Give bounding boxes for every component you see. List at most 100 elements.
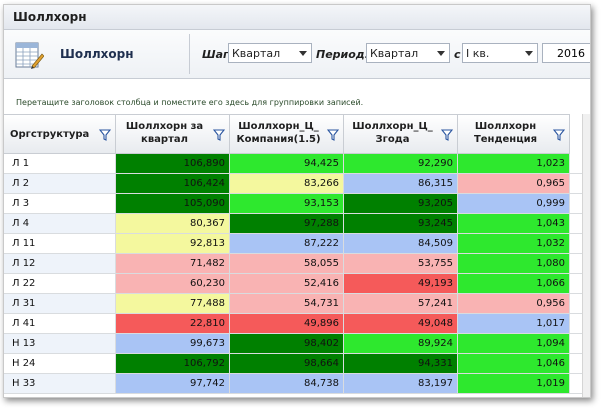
- from-quarter-select[interactable]: I кв.: [462, 43, 538, 63]
- value-cell[interactable]: 93,153: [230, 194, 344, 213]
- column-header[interactable]: Шоллхорн_Ц_ Згода: [344, 114, 458, 154]
- table-row[interactable]: Л 4 80,367 97,288 93,245 1,043: [4, 214, 590, 234]
- filter-icon[interactable]: [326, 129, 340, 141]
- group-hint: Перетащите заголовок столбца и поместите…: [16, 98, 364, 107]
- value-cell[interactable]: 0,956: [458, 294, 570, 313]
- value-cell[interactable]: 89,924: [344, 334, 458, 353]
- org-cell[interactable]: Л 31: [4, 294, 116, 313]
- value-cell[interactable]: 1,080: [458, 254, 570, 273]
- value-cell[interactable]: 57,241: [344, 294, 458, 313]
- value-cell[interactable]: 94,331: [344, 354, 458, 373]
- table-row[interactable]: Л 3 105,090 93,153 93,205 0,999: [4, 194, 590, 214]
- value-cell[interactable]: 106,792: [116, 354, 230, 373]
- value-cell[interactable]: 22,810: [116, 314, 230, 333]
- filter-icon[interactable]: [98, 129, 112, 141]
- value-cell[interactable]: 106,890: [116, 154, 230, 173]
- table-row[interactable]: Л 31 77,488 54,731 57,241 0,956: [4, 294, 590, 314]
- value-cell[interactable]: 97,742: [116, 374, 230, 393]
- cell-value: 1,046: [536, 358, 565, 369]
- value-cell[interactable]: 83,197: [344, 374, 458, 393]
- table-row[interactable]: Л 11 92,813 87,222 84,509 1,032: [4, 234, 590, 254]
- cell-value: 86,315: [418, 178, 453, 189]
- value-cell[interactable]: 87,222: [230, 234, 344, 253]
- value-cell[interactable]: 1,017: [458, 314, 570, 333]
- value-cell[interactable]: 93,245: [344, 214, 458, 233]
- value-cell[interactable]: 97,288: [230, 214, 344, 233]
- value-cell[interactable]: 92,290: [344, 154, 458, 173]
- org-cell[interactable]: Л 12: [4, 254, 116, 273]
- org-cell[interactable]: Л 11: [4, 234, 116, 253]
- group-by-area[interactable]: Перетащите заголовок столбца и поместите…: [4, 79, 590, 113]
- table-row[interactable]: Л 2 106,424 83,266 86,315 0,965: [4, 174, 590, 194]
- value-cell[interactable]: 0,965: [458, 174, 570, 193]
- org-cell[interactable]: Л 22: [4, 274, 116, 293]
- step-select[interactable]: Квартал: [228, 43, 312, 63]
- table-row[interactable]: Н 33 97,742 84,738 83,197 1,019: [4, 374, 590, 394]
- cell-value: 49,048: [418, 318, 453, 329]
- org-name: Н 13: [12, 338, 36, 349]
- value-cell[interactable]: 1,019: [458, 374, 570, 393]
- table-row[interactable]: Л 12 71,482 58,055 53,755 1,080: [4, 254, 590, 274]
- value-cell[interactable]: 93,205: [344, 194, 458, 213]
- table-row[interactable]: Н 24 106,792 98,664 94,331 1,046: [4, 354, 590, 374]
- org-cell[interactable]: Н 24: [4, 354, 116, 373]
- org-cell[interactable]: Л 3: [4, 194, 116, 213]
- value-cell[interactable]: 49,193: [344, 274, 458, 293]
- value-cell[interactable]: 106,424: [116, 174, 230, 193]
- table-row[interactable]: Н 13 99,673 98,402 89,924 1,094: [4, 334, 590, 354]
- value-cell[interactable]: 53,755: [344, 254, 458, 273]
- value-cell[interactable]: 92,813: [116, 234, 230, 253]
- value-cell[interactable]: 58,055: [230, 254, 344, 273]
- value-cell[interactable]: 1,046: [458, 354, 570, 373]
- value-cell[interactable]: 84,738: [230, 374, 344, 393]
- value-cell[interactable]: 1,094: [458, 334, 570, 353]
- value-cell[interactable]: 98,664: [230, 354, 344, 373]
- value-cell[interactable]: 84,509: [344, 234, 458, 253]
- value-cell[interactable]: 77,488: [116, 294, 230, 313]
- cell-value: 60,230: [190, 278, 225, 289]
- value-cell[interactable]: 94,425: [230, 154, 344, 173]
- value-cell[interactable]: 105,090: [116, 194, 230, 213]
- value-cell[interactable]: 83,266: [230, 174, 344, 193]
- value-cell[interactable]: 60,230: [116, 274, 230, 293]
- value-cell[interactable]: 49,048: [344, 314, 458, 333]
- filter-icon[interactable]: [212, 129, 226, 141]
- year-input[interactable]: 2016: [542, 43, 590, 63]
- value-cell[interactable]: 1,032: [458, 234, 570, 253]
- column-header[interactable]: Шоллхорн за квартал: [116, 114, 230, 154]
- org-cell[interactable]: Л 2: [4, 174, 116, 193]
- cell-value: 58,055: [304, 258, 339, 269]
- value-cell[interactable]: 99,673: [116, 334, 230, 353]
- value-cell[interactable]: 71,482: [116, 254, 230, 273]
- value-cell[interactable]: 1,066: [458, 274, 570, 293]
- chevron-down-icon: [299, 51, 307, 56]
- value-cell[interactable]: 0,999: [458, 194, 570, 213]
- cell-value: 92,290: [418, 158, 453, 169]
- value-cell[interactable]: 98,402: [230, 334, 344, 353]
- table-row[interactable]: Л 1 106,890 94,425 92,290 1,023: [4, 154, 590, 174]
- column-header-label: Шоллхорн_Ц_ Компания(1.5): [236, 121, 321, 145]
- value-cell[interactable]: 49,896: [230, 314, 344, 333]
- column-header[interactable]: Шоллхорн Тенденция: [458, 114, 570, 154]
- value-cell[interactable]: 54,731: [230, 294, 344, 313]
- org-cell[interactable]: Н 13: [4, 334, 116, 353]
- table-row[interactable]: Л 22 60,230 52,416 49,193 1,066: [4, 274, 590, 294]
- org-cell[interactable]: Н 33: [4, 374, 116, 393]
- value-cell[interactable]: 1,023: [458, 154, 570, 173]
- cell-value: 0,956: [536, 298, 565, 309]
- table-row[interactable]: Л 41 22,810 49,896 49,048 1,017: [4, 314, 590, 334]
- filter-icon[interactable]: [440, 129, 454, 141]
- column-header[interactable]: Шоллхорн_Ц_ Компания(1.5): [230, 114, 344, 154]
- vertical-scrollbar[interactable]: [582, 114, 590, 397]
- org-cell[interactable]: Л 41: [4, 314, 116, 333]
- column-header[interactable]: Оргструктура: [4, 114, 116, 154]
- value-cell[interactable]: 52,416: [230, 274, 344, 293]
- value-cell[interactable]: 1,043: [458, 214, 570, 233]
- cell-value: 97,288: [304, 218, 339, 229]
- filter-icon[interactable]: [552, 129, 566, 141]
- value-cell[interactable]: 80,367: [116, 214, 230, 233]
- org-cell[interactable]: Л 1: [4, 154, 116, 173]
- org-cell[interactable]: Л 4: [4, 214, 116, 233]
- value-cell[interactable]: 86,315: [344, 174, 458, 193]
- period-select[interactable]: Квартал: [366, 43, 450, 63]
